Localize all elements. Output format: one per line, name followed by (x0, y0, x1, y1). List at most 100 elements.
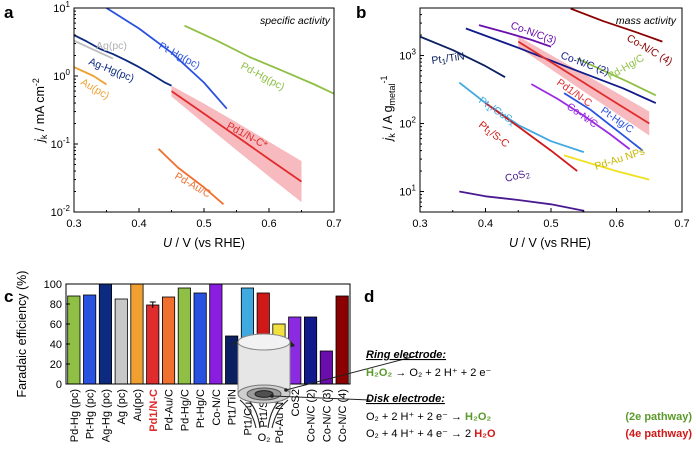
c-ytick-label: 20 (50, 359, 62, 371)
a-line-pt-hg-pc (106, 8, 228, 110)
panel-a-series (74, 8, 334, 205)
ring-pointer-line (285, 355, 417, 391)
b-line-pd1-n-c (517, 40, 650, 125)
panel-letter-a: a (4, 3, 14, 22)
bar-pt-hg-pc (83, 294, 97, 385)
label-co-nc-3: Co-N/C(3) (509, 20, 558, 48)
c-ytick-label: 80 (50, 299, 62, 311)
bar-co-n-c-4 (335, 295, 349, 385)
panel-b-chart: 0.3 0.4 0.5 0.6 0.7 101 102 103 mass activity P… (379, 7, 690, 250)
panel-c-chart: Pd-Hg (pc) Pt-Hg (pc) Ag-Hg (pc) Ag (pc) Au(… (15, 271, 351, 443)
b-line-co-n-c-4 (570, 8, 663, 43)
panel-b-ylabel: jk / A gmetal-1 (379, 75, 397, 142)
a-ytick-label: 10-1 (51, 136, 71, 151)
label-pd-hg-pc: Pd-Hg(pc) (239, 60, 287, 93)
b-line-co-n-c-3 (478, 24, 552, 48)
bar-pt-hg-c (193, 292, 207, 385)
xtick-label-pt1-tin: Pt1/TiN (227, 389, 239, 425)
xtick-label-ag-hg-pc: Ag-Hg (pc) (100, 389, 112, 442)
c-ytick-label: 100 (44, 279, 62, 291)
disk-equation-2e: O₂ + 2 H⁺ + 2 e⁻ → H₂O₂ (366, 411, 491, 423)
a-xtick-label: 0.5 (196, 218, 211, 230)
o2-label: O₂ (258, 432, 271, 444)
b-line-pt1-s-c (484, 102, 578, 172)
bar-ag-pc (114, 298, 128, 385)
rrde-electrode-icon (237, 333, 291, 404)
b-line-cos2 (459, 190, 584, 212)
b-line-pt1-cusx (458, 81, 585, 153)
bar-pd-au-c (161, 296, 176, 385)
bar-co-n-c (209, 283, 223, 385)
panel-letter-d: d (364, 287, 374, 306)
bar-pd-hg-pc (67, 295, 81, 385)
ring-h2o2: H₂O₂ (366, 367, 392, 379)
disk-eq2-lhs: O₂ + 4 H⁺ + 4 e⁻ → 2 (366, 428, 474, 440)
a-line-pd-hg-pc (184, 24, 334, 95)
panel-c-bars (67, 283, 349, 385)
xtick-label-pd-hg-pc: Pd-Hg (pc) (69, 389, 81, 442)
a-line-ag-hg-pc (74, 34, 172, 87)
panel-a-title: specific activity (260, 15, 331, 27)
ring-eq-rest: → O₂ + 2 H⁺ + 2 e⁻ (392, 367, 491, 379)
a-xtick-label: 0.7 (326, 218, 341, 230)
panel-b-series (420, 8, 663, 212)
a-line-pd1-n-c (170, 90, 303, 183)
label-pt-hg-pc: Pt-Hg(pc) (157, 40, 202, 72)
label-pd-au-c: Pd-Au/C (173, 170, 214, 200)
a-ytick-label: 10-2 (51, 204, 71, 219)
label-pd-hg-c: Pd-Hg/C (606, 52, 647, 83)
panel-b-xlabel: U / V (vs RHE) (509, 236, 591, 250)
panel-d-rrde-scheme: O₂ Ring electrode: H₂O₂ → O₂ + 2 H⁺ + 2 … (231, 333, 692, 444)
a-xtick-label: 0.6 (261, 218, 276, 230)
ring-pointer-dot (284, 388, 288, 392)
panel-c-frame (65, 283, 351, 385)
b-ytick-label: 101 (399, 184, 416, 199)
label-au-pc: Au(pc) (79, 76, 112, 102)
panel-a-ticks: 0.3 0.4 0.5 0.6 0.7 10-2 10-1 100 101 (51, 0, 342, 230)
b-xtick-label: 0.6 (609, 218, 624, 230)
b-line-pt1-tin (420, 35, 506, 78)
b-ytick-label: 102 (399, 116, 416, 131)
c-ytick-label: 0 (56, 379, 62, 391)
label-ag-hg-pc: Ag-Hg(pc) (87, 56, 136, 85)
bar-pd-hg-c (177, 287, 191, 385)
panel-a-xlabel: U / V (vs RHE) (163, 236, 245, 250)
panel-c-ylabel: Faradaic efficiency (%) (15, 271, 29, 398)
disk-pointer-dot (270, 394, 274, 398)
b-xtick-label: 0.7 (674, 218, 689, 230)
label-cos2: CoS2 (504, 167, 532, 186)
bar-pd1-n-c (146, 304, 160, 385)
xtick-label-au-pc: Au(pc) (132, 389, 144, 421)
b-line-co-n-c-2 (465, 27, 657, 104)
panel-letter-b: b (356, 3, 366, 22)
a-band-pd1-n-c (171, 85, 302, 203)
xtick-label-co-n-c: Co-N/C (211, 389, 223, 426)
xtick-label-ag-pc: Ag (pc) (116, 389, 128, 424)
a-line-pd-au-c (157, 148, 225, 205)
b-xtick-label: 0.3 (412, 218, 427, 230)
xtick-label-cos2: CoS2 (290, 389, 302, 417)
a-line-au-pc (74, 66, 107, 86)
o2-flow-arrows (239, 399, 289, 429)
bar-co-n-c-2 (303, 316, 318, 385)
xtick-label-co-n-c-3: Co-N/C (3) (321, 389, 333, 442)
panel-a-chart: 0.3 0.4 0.5 0.6 0.7 10-2 10-1 100 101 specific a… (31, 0, 342, 250)
b-line-co-n-c (530, 83, 631, 150)
pathway-2e: (2e pathway) (625, 411, 692, 423)
panel-b-ticks: 0.3 0.4 0.5 0.6 0.7 101 102 103 (399, 7, 690, 230)
disk-eq1-h2o2: H₂O₂ (465, 411, 491, 423)
pathway-4e: (4e pathway) (625, 428, 692, 440)
b-ytick-label: 103 (399, 48, 416, 63)
disk-equation-4e: O₂ + 4 H⁺ + 4 e⁻ → 2 H₂O (366, 428, 496, 440)
c-ytick-label: 40 (50, 339, 62, 351)
xtick-label-pt-hg-c: Pt-Hg/C (195, 389, 207, 428)
bar-ag-hg-pc (98, 283, 113, 385)
panel-letter-c: c (4, 287, 13, 306)
c-ytick-label: 60 (50, 319, 62, 331)
panel-a-ylabel: jk / mA cm-2 (31, 78, 49, 144)
b-line-pd-hg-c (576, 57, 657, 97)
xtick-label-pt-hg-pc: Pt-Hg (pc) (85, 389, 97, 439)
xtick-label-co-n-c-2: Co-N/C (2) (306, 389, 318, 442)
a-xtick-label: 0.3 (66, 218, 81, 230)
a-ytick-label: 100 (53, 68, 70, 83)
